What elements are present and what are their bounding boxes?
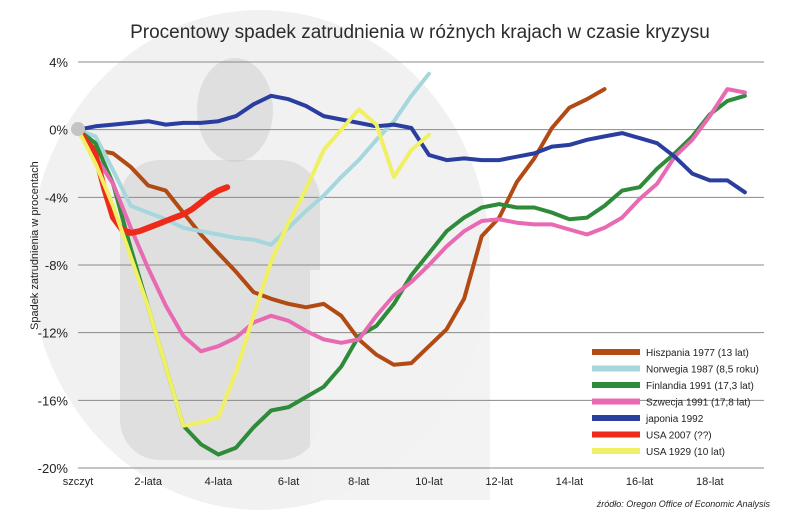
x-tick-label: 12-lat <box>485 476 513 488</box>
y-tick-label: -8% <box>45 258 69 273</box>
legend-label: Hiszpania 1977 (13 lat) <box>646 348 749 359</box>
series-line-3 <box>76 87 747 354</box>
x-tick-label: 6-lat <box>278 476 299 488</box>
series-line-1 <box>76 71 431 247</box>
series-line-6 <box>76 107 431 428</box>
y-tick-label: -4% <box>45 190 69 205</box>
series-line-4 <box>76 93 747 195</box>
y-tick-label: -12% <box>38 326 69 341</box>
y-tick-label: -16% <box>38 393 69 408</box>
x-tick-label: 2-lata <box>134 476 162 488</box>
series-lines <box>75 71 747 457</box>
legend-label: USA 2007 (??) <box>646 431 712 442</box>
legend-label: Finlandia 1991 (17,3 lat) <box>646 381 754 392</box>
x-tick-label: 8-lat <box>348 476 369 488</box>
x-tick-label: 14-lat <box>556 476 584 488</box>
legend-label: USA 1929 (10 lat) <box>646 447 725 458</box>
legend-label: Norwegia 1987 (8,5 roku) <box>646 365 759 376</box>
y-axis-label: Spadek zatrudnienia w procentach <box>29 161 41 330</box>
x-tick-label: 10-lat <box>415 476 443 488</box>
peak-marker <box>71 122 85 136</box>
y-tick-label: 0% <box>49 123 68 138</box>
series-line-2 <box>76 93 747 457</box>
y-tick-label: 4% <box>49 55 68 70</box>
y-axis: 4% 0% -4% -8% -12% -16% -20% <box>38 55 69 476</box>
legend: Hiszpania 1977 (13 lat) Norwegia 1987 (8,… <box>592 348 759 458</box>
y-tick-label: -20% <box>38 461 69 476</box>
x-tick-label: 18-lat <box>696 476 724 488</box>
legend-label: Szwecja 1991 (17,8 lat) <box>646 398 751 409</box>
legend-label: japonia 1992 <box>645 414 704 425</box>
series-line-0 <box>76 87 607 367</box>
x-tick-label: szczyt <box>63 476 94 488</box>
x-tick-label: 16-lat <box>626 476 654 488</box>
x-axis: szczyt 2-lata 4-lata 6-lat 8-lat 10-lat 12-lat… <box>63 476 724 488</box>
chart-title: Procentowy spadek zatrudnienia w różnych… <box>130 22 710 43</box>
source-note: źródło: Oregon Office of Economic Analys… <box>596 499 771 509</box>
x-tick-label: 4-lata <box>205 476 233 488</box>
